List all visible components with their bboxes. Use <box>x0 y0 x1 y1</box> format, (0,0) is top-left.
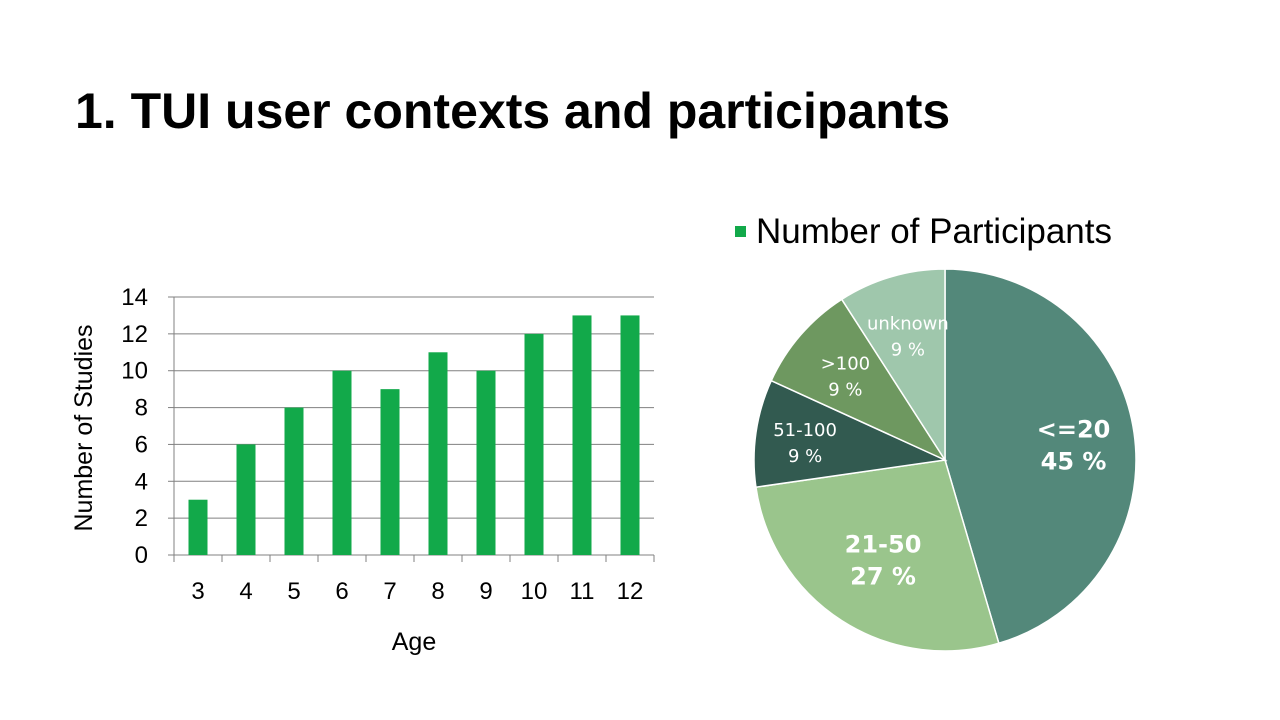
bar-9 <box>476 370 496 555</box>
bar-6 <box>332 370 352 555</box>
bar-5 <box>284 407 304 555</box>
pie-percent-label: 9 % <box>788 446 822 467</box>
x-tick-label: 5 <box>287 578 300 605</box>
y-tick-label: 6 <box>135 431 148 458</box>
bar-10 <box>524 333 544 555</box>
pie-label: <=20 <box>1037 416 1111 444</box>
y-tick-label: 14 <box>121 284 148 311</box>
x-tick-label: 7 <box>383 578 396 605</box>
pie-slice-2 <box>755 459 1000 652</box>
bar-4 <box>236 444 256 555</box>
x-tick-label: 6 <box>335 578 348 605</box>
pie-label: 51-100 <box>773 420 837 441</box>
pie-label: unknown <box>867 314 949 335</box>
y-axis-title: Number of Studies <box>70 324 98 531</box>
pie-percent-label: 45 % <box>1041 448 1107 476</box>
x-tick-label: 12 <box>617 578 644 605</box>
y-tick-label: 2 <box>135 505 148 532</box>
x-tick-label: 10 <box>521 578 548 605</box>
pie-percent-label: 27 % <box>850 562 916 590</box>
pie-slice-5 <box>840 268 946 463</box>
legend-swatch <box>735 226 746 237</box>
pie-slice-1 <box>944 268 1137 645</box>
x-tick-label: 9 <box>479 578 492 605</box>
pie-label: >100 <box>821 354 870 375</box>
y-tick-label: 10 <box>121 358 148 385</box>
y-tick-label: 8 <box>135 395 148 422</box>
bar-8 <box>428 352 448 555</box>
x-tick-label: 3 <box>191 578 204 605</box>
bar-3 <box>188 499 208 555</box>
x-axis-title: Age <box>392 628 436 656</box>
y-tick-label: 12 <box>121 321 148 348</box>
pie-slice-3 <box>753 379 948 489</box>
y-tick-label: 0 <box>135 542 148 569</box>
y-tick-label: 4 <box>135 468 148 495</box>
pie-percent-label: 9 % <box>828 380 862 401</box>
pie-slice-4 <box>770 298 948 462</box>
x-tick-label: 8 <box>431 578 444 605</box>
x-tick-label: 4 <box>239 578 252 605</box>
bar-chart: 0 2 4 6 8 10 12 14 3 4 5 6 7 8 9 10 11 12 Number of Stud… <box>70 284 655 656</box>
pie-percent-label: 9 % <box>891 340 925 361</box>
pie-label: 21-50 <box>845 530 922 558</box>
legend-label: Number of Participants <box>756 212 1112 251</box>
slide-title: 1. TUI user contexts and participants <box>75 83 951 139</box>
bar-11 <box>572 315 592 555</box>
bar-7 <box>380 389 400 555</box>
x-tick-label: 11 <box>570 578 595 605</box>
bar-12 <box>620 315 640 555</box>
